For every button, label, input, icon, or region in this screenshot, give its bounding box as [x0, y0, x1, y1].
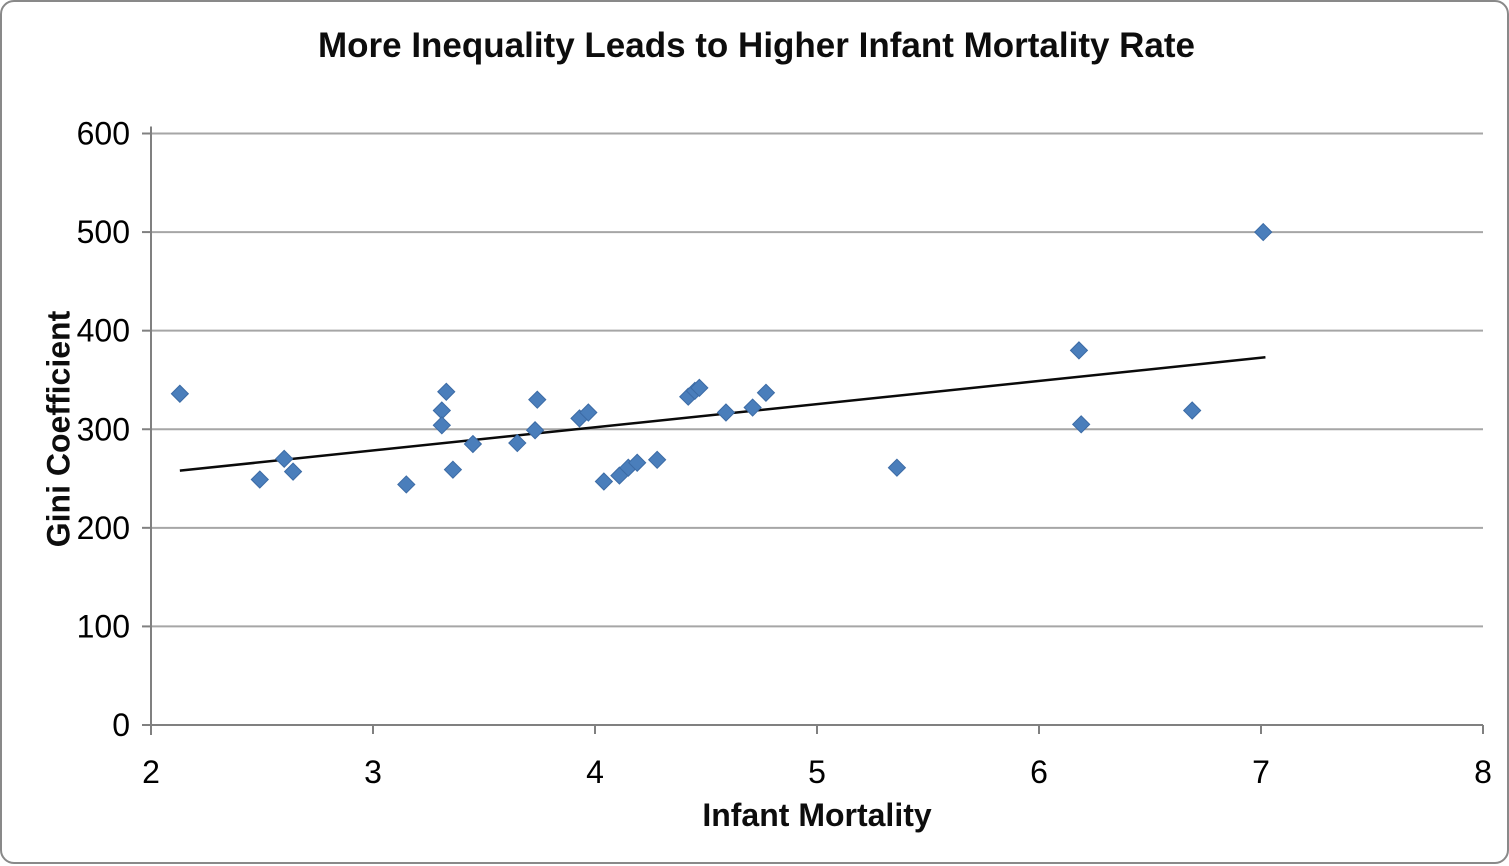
- x-axis-title: Infant Mortality: [702, 797, 932, 833]
- x-tick-label-5: 5: [808, 754, 826, 790]
- data-point-12: [528, 390, 547, 409]
- x-tick-label-4: 4: [586, 754, 604, 790]
- data-point-14: [579, 403, 598, 422]
- data-point-1: [250, 470, 269, 489]
- x-tick-label-3: 3: [364, 754, 382, 790]
- data-point-18: [627, 453, 647, 472]
- data-point-30: [1254, 222, 1273, 242]
- y-tick-label-500: 500: [77, 214, 130, 250]
- y-tick-label-400: 400: [77, 313, 130, 349]
- data-point-26: [887, 458, 907, 477]
- data-point-7: [437, 382, 456, 401]
- y-tick-label-600: 600: [77, 116, 130, 152]
- y-tick-label-200: 200: [77, 510, 130, 546]
- data-point-25: [756, 383, 776, 402]
- data-point-0: [170, 384, 190, 403]
- data-point-28: [1071, 415, 1091, 434]
- data-point-11: [525, 421, 545, 440]
- data-point-2: [274, 449, 294, 469]
- data-point-22: [690, 378, 709, 398]
- chart-title: More Inequality Leads to Higher Infant M…: [317, 26, 1196, 65]
- x-tick-label-2: 2: [142, 754, 160, 790]
- x-tick-label-7: 7: [1252, 754, 1270, 790]
- data-point-3: [283, 462, 303, 481]
- x-tick-label-8: 8: [1474, 754, 1492, 790]
- data-point-24: [743, 398, 762, 417]
- data-point-6: [432, 416, 452, 435]
- y-tick-label-300: 300: [77, 411, 130, 447]
- data-point-27: [1069, 341, 1089, 360]
- x-tick-label-6: 6: [1030, 754, 1048, 790]
- data-point-4: [397, 475, 416, 494]
- y-tick-label-100: 100: [77, 608, 130, 644]
- y-tick-label-0: 0: [112, 707, 130, 743]
- data-point-9: [463, 434, 483, 454]
- data-point-15: [594, 472, 614, 491]
- data-point-23: [716, 403, 736, 422]
- data-point-8: [443, 460, 463, 479]
- data-point-10: [508, 433, 527, 453]
- data-point-29: [1182, 401, 1202, 420]
- data-point-19: [647, 450, 667, 470]
